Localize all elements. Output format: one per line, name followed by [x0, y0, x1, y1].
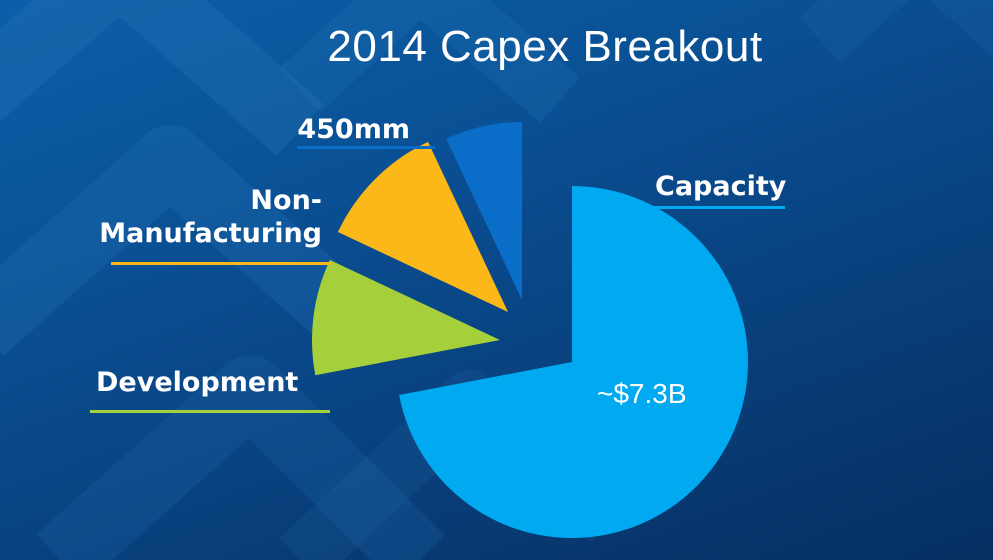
pie-slice-development	[311, 260, 500, 376]
data-label-capacity: ~$7.3B	[597, 378, 687, 409]
legend-label-non-manufacturing: Non- Manufacturing	[99, 185, 322, 249]
pie-slice-non-manufacturing	[337, 141, 508, 312]
slide-title: 2014 Capex Breakout	[327, 22, 763, 71]
leader-line-non-manufacturing	[111, 262, 331, 265]
leader-line-450mm	[297, 146, 435, 149]
legend-label-450mm: 450mm	[297, 114, 410, 145]
pie-slice-capacity	[399, 186, 748, 538]
leader-line-development	[90, 410, 330, 413]
leader-line-capacity	[651, 206, 785, 209]
pie-slice-450mm	[446, 121, 522, 300]
legend-label-capacity: Capacity	[655, 171, 787, 202]
legend-label-development: Development	[96, 367, 299, 398]
